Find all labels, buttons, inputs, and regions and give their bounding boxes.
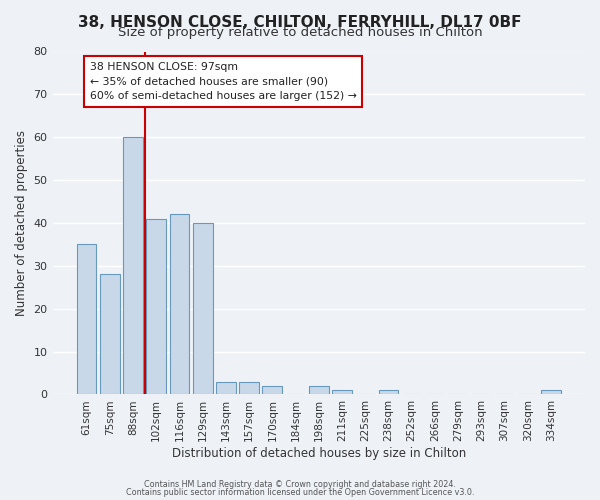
Bar [123, 137, 143, 394]
Text: 38 HENSON CLOSE: 97sqm
← 35% of detached houses are smaller (90)
60% of semi-det: 38 HENSON CLOSE: 97sqm ← 35% of detached… [90, 62, 356, 102]
Text: Size of property relative to detached houses in Chilton: Size of property relative to detached ho… [118, 26, 482, 39]
Bar [332, 390, 352, 394]
Bar [541, 390, 561, 394]
Text: 38, HENSON CLOSE, CHILTON, FERRYHILL, DL17 0BF: 38, HENSON CLOSE, CHILTON, FERRYHILL, DL… [78, 15, 522, 30]
Bar [309, 386, 329, 394]
Bar [379, 390, 398, 394]
Bar [77, 244, 97, 394]
Bar [193, 223, 212, 394]
Bar [239, 382, 259, 394]
Bar [100, 274, 119, 394]
Y-axis label: Number of detached properties: Number of detached properties [15, 130, 28, 316]
Text: Contains HM Land Registry data © Crown copyright and database right 2024.: Contains HM Land Registry data © Crown c… [144, 480, 456, 489]
Bar [146, 218, 166, 394]
Bar [262, 386, 282, 394]
Bar [216, 382, 236, 394]
Text: Contains public sector information licensed under the Open Government Licence v3: Contains public sector information licen… [126, 488, 474, 497]
Bar [170, 214, 190, 394]
X-axis label: Distribution of detached houses by size in Chilton: Distribution of detached houses by size … [172, 447, 466, 460]
